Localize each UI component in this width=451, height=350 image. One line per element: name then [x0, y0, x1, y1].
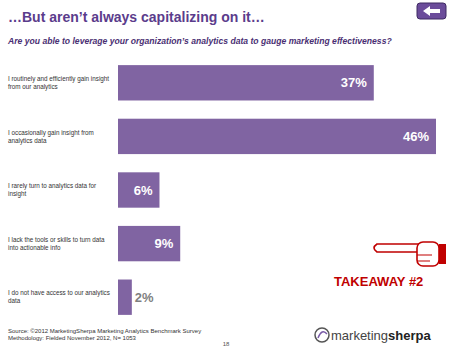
y-tick-label: I do not have access to our analyticsdat… — [8, 289, 110, 304]
data-label: 6% — [134, 183, 153, 198]
label-line: analytics data — [8, 137, 47, 145]
logo-word: sherpa — [388, 328, 431, 343]
label-line: insight — [8, 190, 26, 198]
back-button — [417, 3, 446, 19]
label-line: I lack the tools or skills to turn data — [8, 236, 105, 243]
bar — [118, 65, 374, 100]
subtitle: Are you able to leverage your organizati… — [7, 36, 392, 46]
data-label: 9% — [154, 236, 173, 251]
back-button-arrow — [423, 6, 440, 16]
y-tick-label: I lack the tools or skills to turn datai… — [8, 236, 105, 251]
label-line: from our analytics — [8, 83, 58, 91]
background — [0, 0, 451, 350]
label-line: data — [8, 297, 21, 304]
logo-text: marketingsherpa — [331, 328, 431, 343]
back-button-box — [417, 3, 446, 19]
slide: …But aren’t always capitalizing on it… Ar… — [0, 0, 451, 350]
bars — [118, 65, 436, 315]
label-line: I rarely turn to analytics data for — [8, 182, 96, 190]
logo: marketingsherpa — [315, 328, 431, 343]
label-line: I do not have access to our analytics — [8, 289, 110, 297]
data-labels: 37% 46% 6% 9% 2% — [134, 75, 430, 304]
y-tick: I do not have access to our analyticsdat… — [8, 289, 110, 304]
label-line: I occasionally gain insight from — [8, 129, 94, 137]
hand-cuff — [439, 244, 446, 264]
y-tick: I lack the tools or skills to turn datai… — [8, 236, 105, 251]
hand-knuckles — [417, 255, 432, 261]
y-tick-label: I rarely turn to analytics data forinsig… — [8, 182, 96, 198]
y-tick: I rarely turn to analytics data forinsig… — [8, 182, 96, 198]
chart-container: …But aren’t always capitalizing on it… Ar… — [0, 0, 451, 350]
y-tick-label: I occasionally gain insight fromanalytic… — [8, 129, 94, 145]
y-tick: I routinely and efficiently gain insight… — [8, 75, 109, 91]
y-tick-label: I routinely and efficiently gain insight… — [8, 75, 109, 91]
y-tick: I occasionally gain insight fromanalytic… — [8, 129, 94, 145]
takeaway: TAKEAWAY #2 — [334, 274, 423, 289]
y-axis: I routinely and efficiently gain insight… — [8, 75, 110, 304]
bar — [118, 280, 132, 315]
data-label: 46% — [403, 129, 429, 144]
hand-finger — [374, 244, 420, 252]
bar — [118, 172, 159, 207]
label-line: I routinely and efficiently gain insight — [8, 75, 109, 83]
label-line: into actionable info — [8, 244, 61, 251]
data-label: 2% — [135, 290, 154, 305]
methodology: Methodology: Fielded November 2012, N= 1… — [8, 335, 137, 341]
title: …But aren’t always capitalizing on it… — [8, 9, 265, 25]
source: Source: ©2012 MarketingSherpa Marketing … — [8, 328, 201, 334]
bar — [118, 119, 436, 154]
data-label: 37% — [341, 75, 367, 90]
pointing-hand — [374, 242, 446, 266]
logo-word: marketing — [331, 328, 388, 343]
page-number: 18 — [223, 341, 230, 347]
bar — [118, 226, 180, 261]
hand-palm — [417, 242, 439, 266]
logo-swirl — [315, 328, 329, 342]
logo-swirl-inner — [318, 332, 327, 338]
